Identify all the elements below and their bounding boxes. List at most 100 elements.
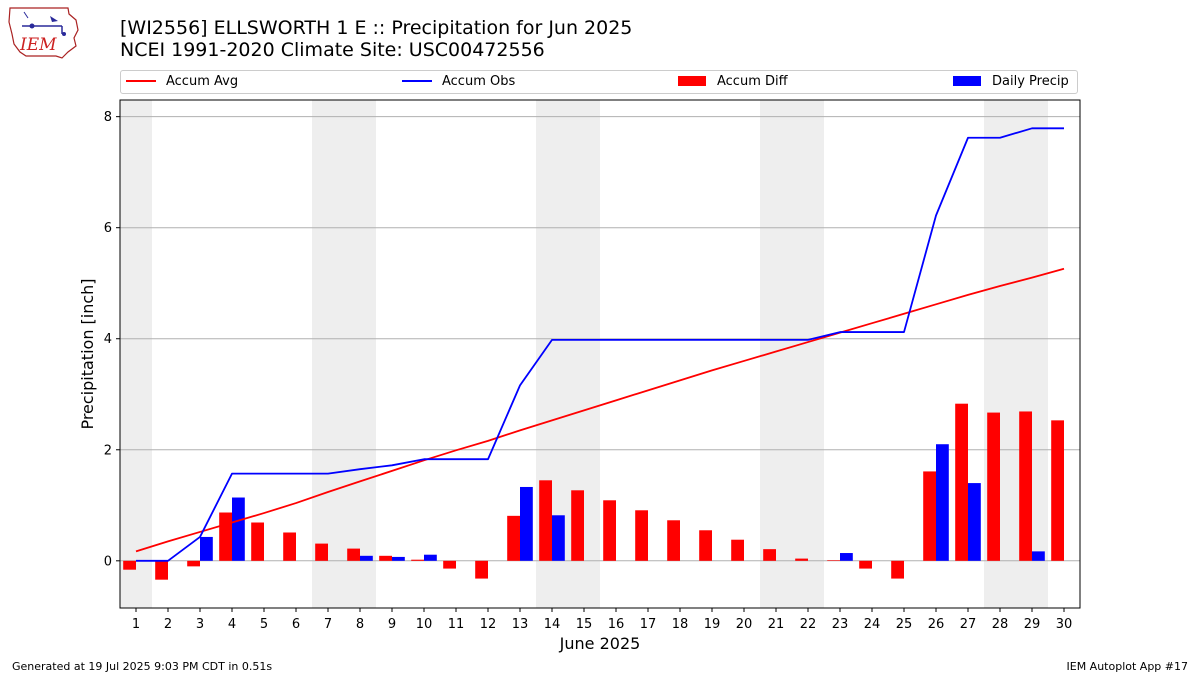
bar-daily-precip [232, 497, 245, 561]
bar-accum-diff [827, 560, 840, 561]
x-tick-label: 22 [800, 617, 817, 632]
x-tick-label: 7 [324, 617, 332, 632]
bar-accum-diff [187, 560, 200, 567]
bar-accum-diff [1051, 420, 1064, 561]
y-tick-label: 0 [104, 554, 112, 569]
footer-app-id: IEM Autoplot App #17 [1066, 660, 1189, 673]
x-axis-label: June 2025 [559, 634, 641, 653]
x-tick-label: 21 [768, 617, 785, 632]
x-tick-label: 14 [544, 617, 561, 632]
bar-accum-diff [923, 471, 936, 561]
x-tick-label: 23 [832, 617, 849, 632]
weekend-shade [120, 100, 152, 608]
y-tick-label: 2 [104, 443, 112, 458]
x-tick-label: 24 [864, 617, 881, 632]
x-tick-label: 28 [992, 617, 1009, 632]
legend-item-daily-precip: Daily Precip [953, 74, 1069, 90]
bar-accum-diff [795, 558, 808, 561]
x-tick-label: 15 [576, 617, 593, 632]
bar-accum-diff [635, 510, 648, 561]
legend-item-accum-diff: Accum Diff [678, 74, 788, 90]
x-tick-label: 25 [896, 617, 913, 632]
legend-swatch-accum-diff [678, 75, 706, 86]
x-tick-label: 13 [512, 617, 529, 632]
legend-item-accum-avg: Accum Avg [126, 74, 238, 90]
x-tick-label: 11 [448, 617, 465, 632]
legend-label-daily-precip: Daily Precip [992, 74, 1069, 89]
x-tick-label: 10 [416, 617, 433, 632]
bar-daily-precip [552, 515, 565, 561]
bar-accum-diff [443, 560, 456, 569]
y-tick-label: 8 [104, 110, 112, 125]
x-tick-label: 17 [640, 617, 657, 632]
x-tick-label: 3 [196, 617, 204, 632]
bar-accum-diff [731, 539, 744, 561]
x-tick-label: 26 [928, 617, 945, 632]
weekend-shade [312, 100, 344, 608]
x-tick-label: 27 [960, 617, 977, 632]
x-tick-label: 19 [704, 617, 721, 632]
x-tick-label: 18 [672, 617, 689, 632]
bar-daily-precip [520, 486, 533, 561]
bar-daily-precip [1032, 551, 1045, 561]
legend-item-accum-obs: Accum Obs [402, 74, 515, 90]
bar-daily-precip [392, 556, 405, 561]
bar-accum-diff [411, 559, 424, 561]
bar-daily-precip [360, 555, 373, 561]
bar-accum-diff [763, 549, 776, 561]
bar-accum-diff [507, 515, 520, 561]
legend-label-accum-diff: Accum Diff [717, 74, 788, 89]
x-tick-label: 20 [736, 617, 753, 632]
y-tick-label: 4 [104, 332, 112, 347]
bar-accum-diff [603, 500, 616, 561]
bar-accum-diff [251, 522, 264, 561]
plot-frame [119, 99, 1081, 609]
bar-accum-diff [475, 560, 488, 579]
bar-accum-diff [699, 530, 712, 561]
chart-subtitle: NCEI 1991-2020 Climate Site: USC00472556 [120, 39, 545, 61]
x-tick-label: 8 [356, 617, 364, 632]
weekend-shade [344, 100, 376, 608]
legend-swatch-accum-obs [402, 79, 432, 82]
x-tick-label: 12 [480, 617, 497, 632]
bar-accum-diff [955, 403, 968, 561]
line-accum-obs [136, 127, 1064, 562]
x-tick-label: 5 [260, 617, 268, 632]
bar-accum-diff [123, 560, 136, 570]
bar-accum-diff [571, 490, 584, 561]
legend-label-accum-avg: Accum Avg [166, 74, 239, 89]
legend-label-accum-obs: Accum Obs [442, 74, 516, 89]
iem-logo: IEM [6, 4, 82, 60]
legend: Accum Avg Accum Obs Accum Diff Daily Pre… [120, 70, 1078, 94]
bar-accum-diff [219, 512, 232, 561]
bar-accum-diff [859, 560, 872, 569]
legend-swatch-daily-precip [953, 75, 981, 86]
bar-accum-diff [539, 480, 552, 561]
bar-accum-diff [987, 412, 1000, 561]
bar-daily-precip [840, 553, 853, 561]
x-tick-label: 16 [608, 617, 625, 632]
y-tick-label: 6 [104, 221, 112, 236]
bar-accum-diff [315, 543, 328, 561]
bar-daily-precip [968, 483, 981, 561]
chart-title: [WI2556] ELLSWORTH 1 E :: Precipitation … [120, 17, 633, 39]
weekend-shade [792, 100, 824, 608]
x-tick-label: 1 [132, 617, 140, 632]
bar-accum-diff [1019, 411, 1032, 561]
x-tick-label: 30 [1056, 617, 1073, 632]
bar-accum-diff [347, 548, 360, 561]
svg-text:IEM: IEM [19, 35, 57, 55]
bar-accum-diff [667, 520, 680, 561]
x-tick-label: 9 [388, 617, 396, 632]
bar-accum-diff [155, 560, 168, 580]
x-tick-label: 6 [292, 617, 300, 632]
legend-swatch-accum-avg [126, 79, 156, 82]
bar-accum-diff [891, 560, 904, 579]
bar-daily-precip [200, 536, 213, 561]
x-tick-label: 29 [1024, 617, 1041, 632]
bar-accum-diff [283, 532, 296, 561]
footer-generated: Generated at 19 Jul 2025 9:03 PM CDT in … [12, 660, 273, 673]
y-axis-label: Precipitation [inch] [78, 278, 97, 429]
bar-daily-precip [936, 444, 949, 561]
